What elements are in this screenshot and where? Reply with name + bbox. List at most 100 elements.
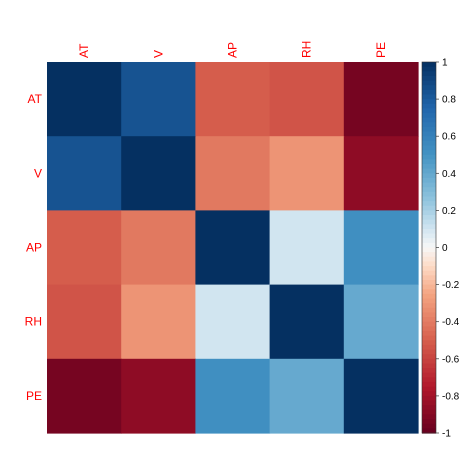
cell-pe-at xyxy=(47,358,122,434)
legend-color-band xyxy=(422,381,436,388)
legend-tick-label: 0.2 xyxy=(442,206,456,217)
legend-color-band xyxy=(422,293,436,300)
legend-color-band xyxy=(422,349,436,355)
cell-v-at xyxy=(47,136,122,211)
cell-ap-rh xyxy=(269,210,345,286)
cell-rh-ap xyxy=(195,284,271,360)
legend-color-band xyxy=(422,136,436,142)
cell-rh-at xyxy=(47,284,122,360)
legend-color-band xyxy=(422,113,436,119)
legend-color-band xyxy=(422,256,436,263)
column-label-rh: RH xyxy=(300,41,314,58)
legend-color-band xyxy=(422,242,436,249)
legend-color-band xyxy=(422,326,436,332)
heatmap-cells xyxy=(47,62,419,434)
legend-color-band xyxy=(422,279,436,286)
legend-tick-label: -0.2 xyxy=(442,280,460,291)
legend-color-band xyxy=(422,66,436,72)
column-labels: AT V AP RH PE xyxy=(77,41,388,58)
legend-color-band xyxy=(422,414,436,420)
cell-at-pe xyxy=(343,62,419,137)
legend-color-band xyxy=(422,228,436,235)
legend-tick-label: -0.4 xyxy=(442,317,460,328)
legend-color-band xyxy=(422,321,436,327)
legend-color-band xyxy=(422,154,436,160)
legend-color-band xyxy=(422,298,436,304)
legend-tick-label: -1 xyxy=(442,429,451,440)
legend-color-band xyxy=(422,340,436,346)
legend-color-band xyxy=(422,247,436,253)
legend-color-band xyxy=(422,173,436,179)
legend-color-band xyxy=(422,400,436,406)
legend-color-band xyxy=(422,261,436,267)
legend-color-band xyxy=(422,423,436,429)
row-label-v: V xyxy=(34,166,42,180)
legend-color-band xyxy=(422,177,436,184)
legend-color-band xyxy=(422,85,436,91)
legend-color-band xyxy=(422,270,436,276)
legend-color-band xyxy=(422,428,436,434)
legend-color-band xyxy=(422,117,436,123)
cell-at-ap xyxy=(195,62,271,137)
legend-tick-label: -0.8 xyxy=(442,391,460,402)
legend-color-band xyxy=(422,335,436,341)
legend-color-band xyxy=(422,354,436,360)
legend-color-band xyxy=(422,303,436,309)
legend-color-band xyxy=(422,405,436,411)
legend-color-band xyxy=(422,145,436,151)
cell-rh-rh xyxy=(269,284,345,360)
cell-ap-v xyxy=(121,210,196,286)
legend-color-band xyxy=(422,99,436,105)
legend-color-band xyxy=(422,419,436,425)
row-label-rh: RH xyxy=(25,315,42,329)
row-label-ap: AP xyxy=(26,241,42,255)
cell-pe-rh xyxy=(269,358,345,434)
cell-ap-ap xyxy=(195,210,271,286)
cell-at-v xyxy=(121,62,196,137)
cell-v-pe xyxy=(343,136,419,211)
legend-color-band xyxy=(422,372,436,378)
legend-color-band xyxy=(422,344,436,351)
legend-color-band xyxy=(422,131,436,137)
legend-color-band xyxy=(422,140,436,147)
legend-tick-label: -0.6 xyxy=(442,354,460,365)
legend-color-band xyxy=(422,71,436,77)
legend-color-band xyxy=(422,103,436,109)
legend-color-band xyxy=(422,307,436,314)
legend-tick-label: 0 xyxy=(442,243,448,254)
legend-color-band xyxy=(422,363,436,369)
legend-color-band xyxy=(422,330,436,337)
legend-color-band xyxy=(422,150,436,156)
legend-color-band xyxy=(422,409,436,416)
legend-color-band xyxy=(422,196,436,202)
legend-color-band xyxy=(422,75,436,82)
cell-at-rh xyxy=(269,62,345,137)
legend-color-band xyxy=(422,275,436,281)
legend-color-band xyxy=(422,266,436,272)
legend-color-band xyxy=(422,219,436,225)
column-label-pe: PE xyxy=(374,42,388,58)
legend-color-band xyxy=(422,252,436,258)
cell-at-at xyxy=(47,62,122,137)
legend-color-band xyxy=(422,312,436,318)
legend-color-band xyxy=(422,210,436,216)
legend-color-band xyxy=(422,368,436,374)
legend-color-band xyxy=(422,108,436,114)
legend-color-band xyxy=(422,386,436,392)
legend-color-band xyxy=(422,80,436,86)
legend-color-band xyxy=(422,62,436,68)
cell-v-v xyxy=(121,136,196,211)
legend-color-band xyxy=(422,159,436,165)
legend-color-band xyxy=(422,215,436,221)
legend-color-band xyxy=(422,395,436,402)
legend-color-band xyxy=(422,191,436,198)
legend-color-band xyxy=(422,94,436,100)
legend-color-band xyxy=(422,168,436,174)
legend-color-band xyxy=(422,89,436,96)
legend-color-band xyxy=(422,391,436,397)
legend-color-band xyxy=(422,122,436,128)
cell-v-rh xyxy=(269,136,345,211)
legend-color-band xyxy=(422,289,436,295)
row-label-at: AT xyxy=(28,92,43,106)
